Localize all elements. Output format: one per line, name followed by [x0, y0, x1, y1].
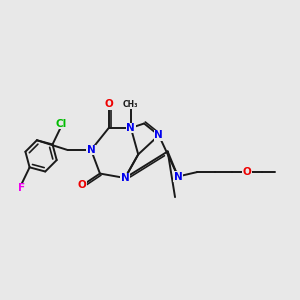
Text: O: O [104, 99, 113, 110]
Text: Cl: Cl [55, 119, 66, 129]
Text: O: O [78, 180, 87, 190]
Text: N: N [154, 130, 163, 140]
Text: N: N [87, 145, 95, 155]
Text: CH₃: CH₃ [123, 100, 139, 109]
Text: N: N [121, 173, 129, 183]
Text: F: F [18, 183, 25, 193]
Text: O: O [243, 167, 251, 177]
Text: N: N [127, 123, 135, 133]
Text: N: N [174, 172, 182, 182]
